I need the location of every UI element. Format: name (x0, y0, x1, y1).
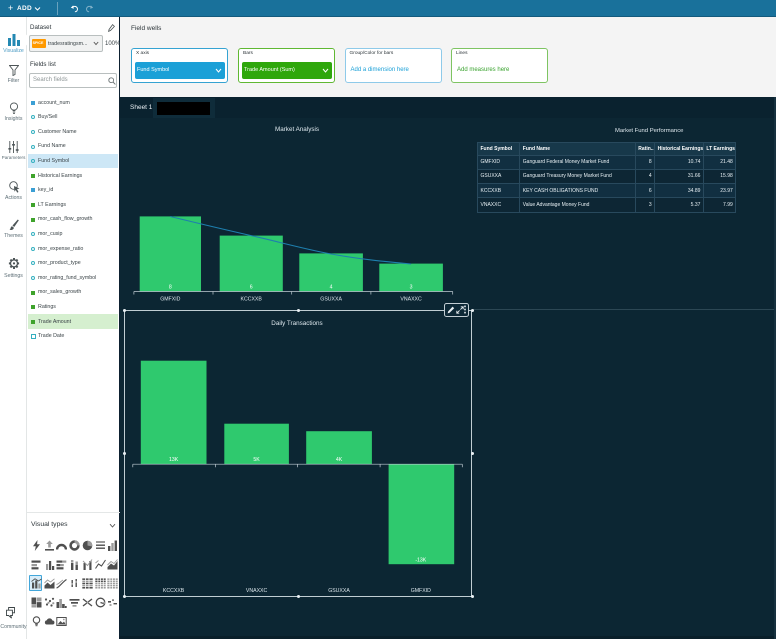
svg-text:VNAXXC: VNAXXC (246, 588, 268, 594)
svg-text:4K: 4K (336, 457, 343, 463)
svg-text:8: 8 (169, 284, 172, 290)
svg-text:KCCXXB: KCCXXB (163, 588, 185, 594)
svg-text:VNAXXC: VNAXXC (400, 297, 422, 303)
svg-text:5K: 5K (253, 457, 260, 463)
svg-text:4: 4 (330, 284, 333, 290)
svg-text:GSUXXA: GSUXXA (320, 297, 342, 303)
svg-text:GMFXID: GMFXID (411, 588, 431, 594)
svg-text:KCCXXB: KCCXXB (241, 297, 263, 303)
svg-text:6: 6 (250, 284, 253, 290)
svg-text:13K: 13K (169, 457, 179, 463)
svg-text:GSUXXA: GSUXXA (328, 588, 350, 594)
svg-text:-13K: -13K (415, 558, 426, 564)
svg-text:3: 3 (410, 284, 413, 290)
svg-text:GMFXID: GMFXID (160, 297, 180, 303)
